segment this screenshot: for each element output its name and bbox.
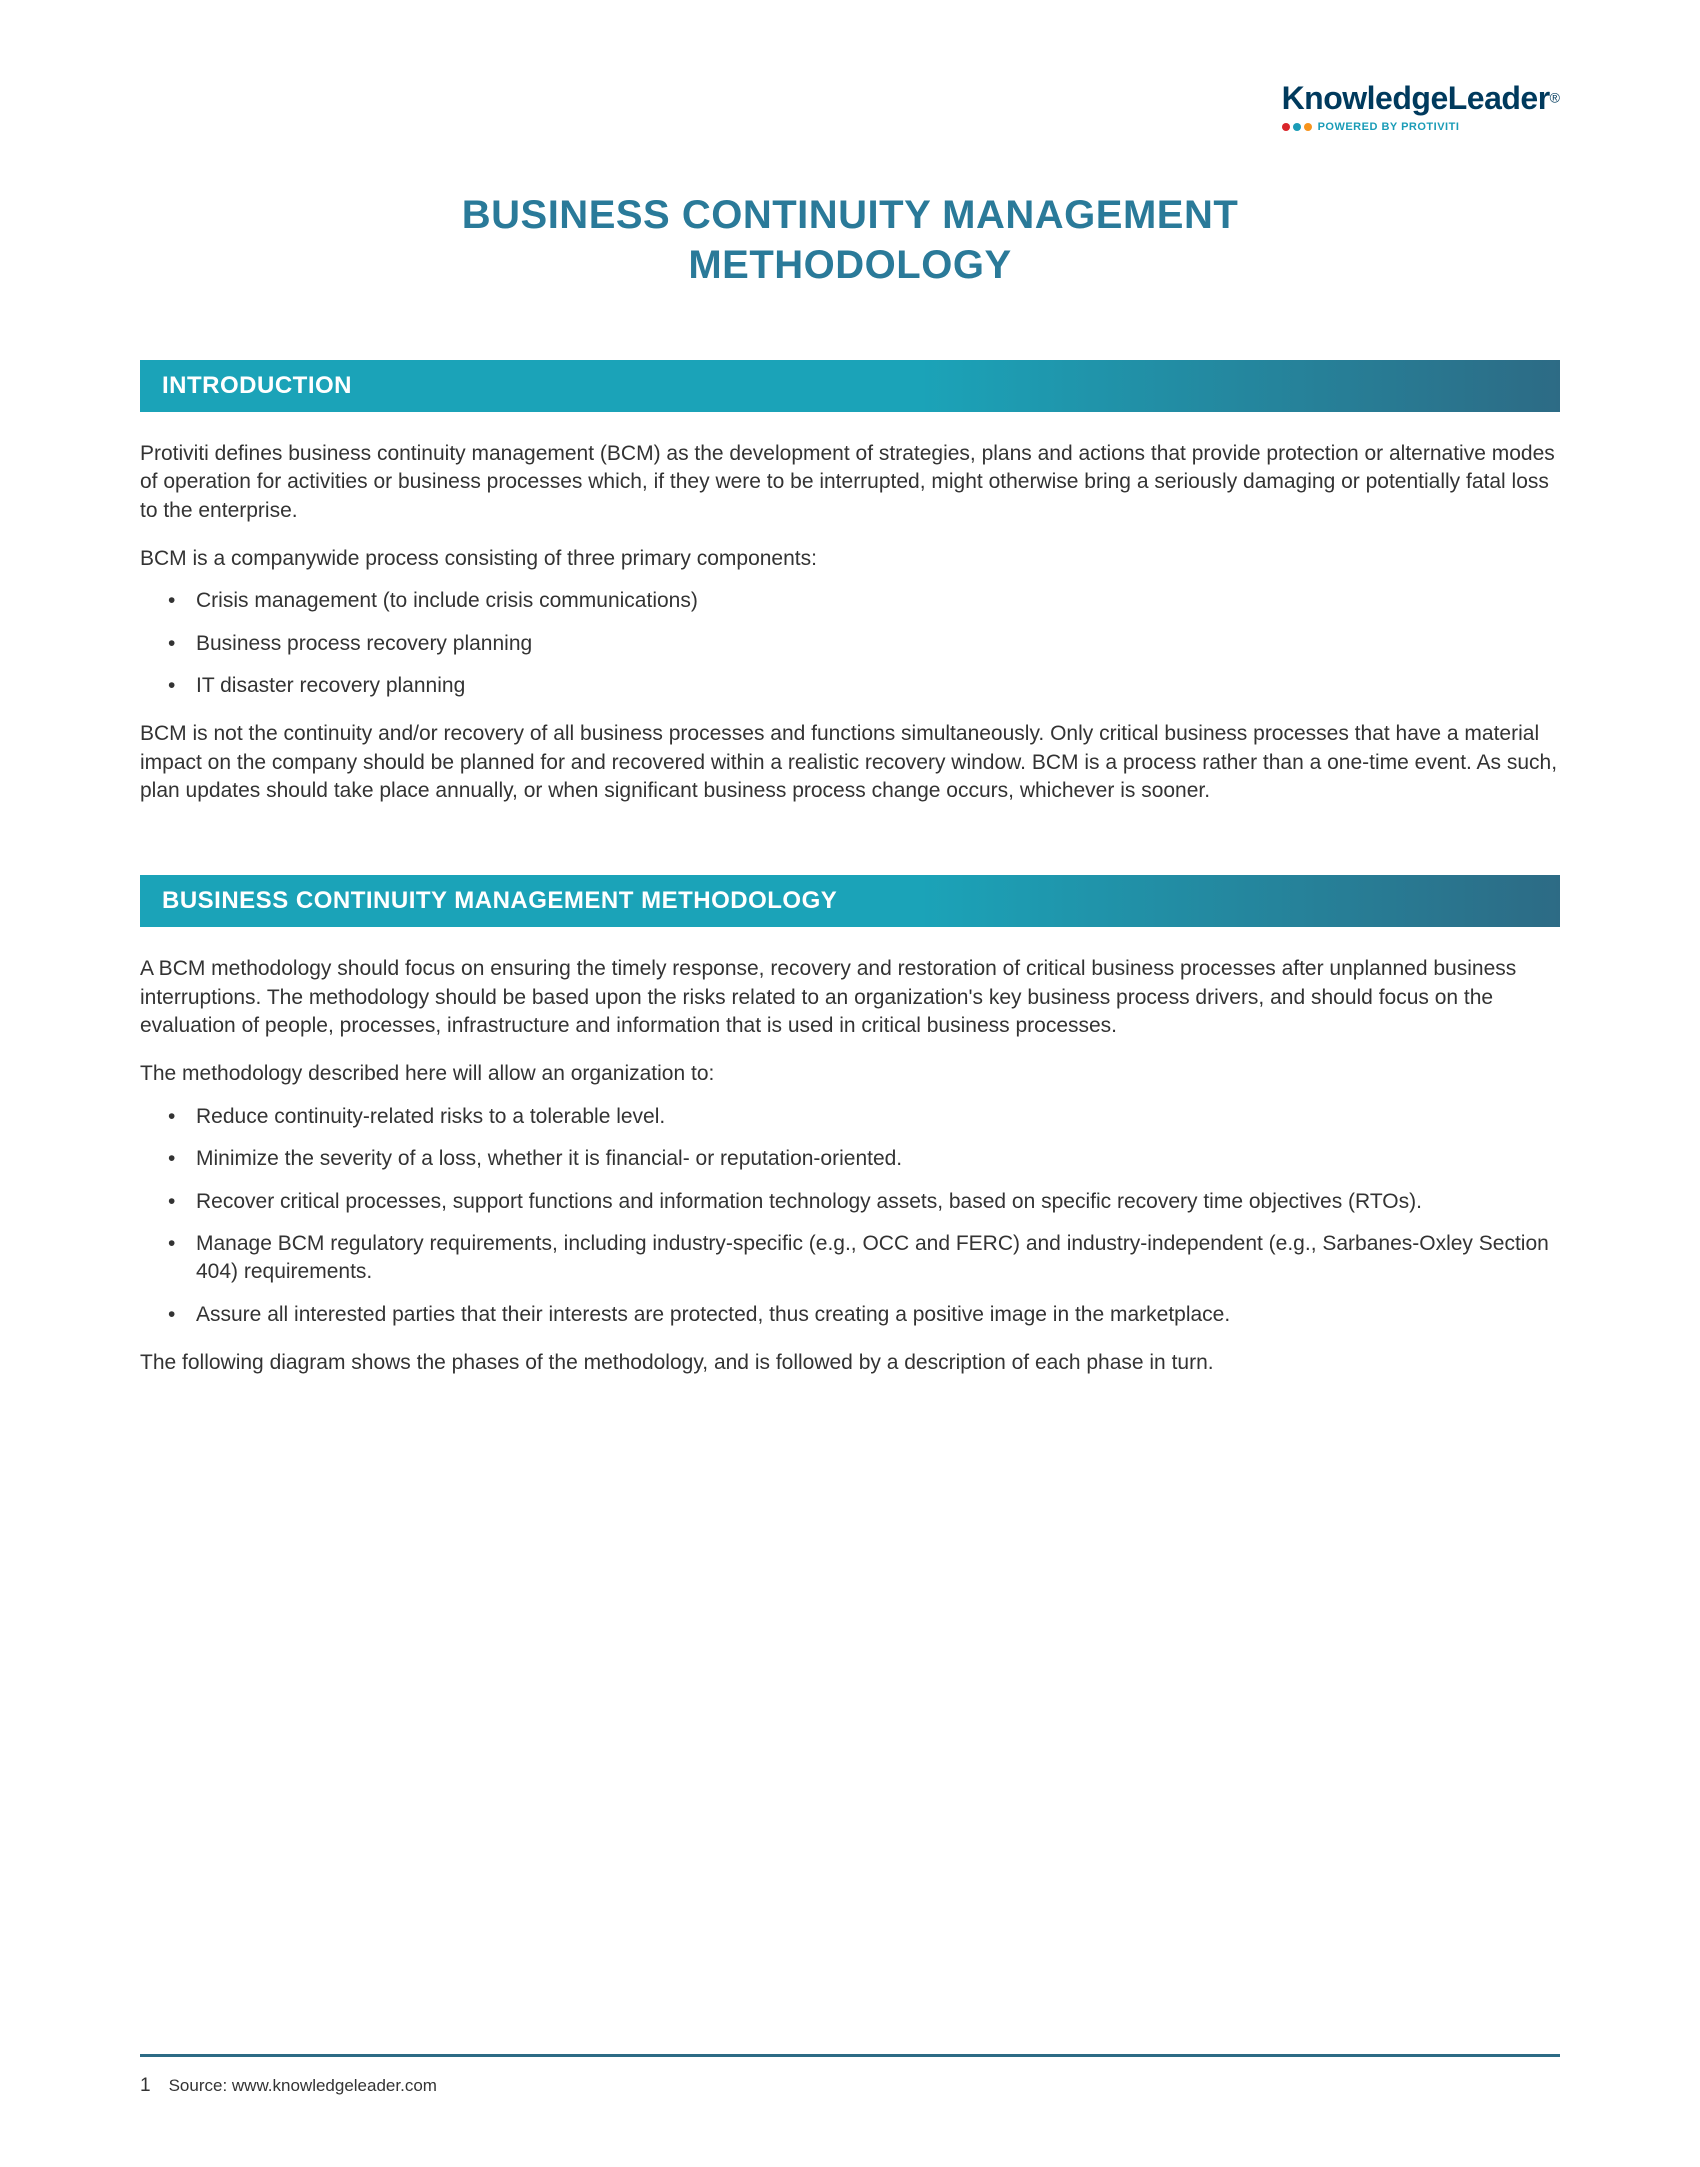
- brand-dots-icon: [1282, 123, 1312, 131]
- section-heading-introduction: INTRODUCTION: [140, 360, 1560, 412]
- methodology-bullet-list: Reduce continuity-related risks to a tol…: [168, 1103, 1560, 1329]
- list-item: Recover critical processes, support func…: [168, 1188, 1560, 1216]
- list-item: Business process recovery planning: [168, 630, 1560, 658]
- intro-paragraph-3: BCM is not the continuity and/or recover…: [140, 720, 1560, 805]
- brand-logo: KnowledgeLeader® POWERED BY PROTIVITI: [1282, 80, 1560, 133]
- list-item: Minimize the severity of a loss, whether…: [168, 1145, 1560, 1173]
- list-item: Reduce continuity-related risks to a tol…: [168, 1103, 1560, 1131]
- methodology-paragraph-1: A BCM methodology should focus on ensuri…: [140, 955, 1560, 1040]
- list-item: IT disaster recovery planning: [168, 672, 1560, 700]
- title-line-2: METHODOLOGY: [688, 243, 1011, 287]
- brand-trademark: ®: [1550, 90, 1560, 106]
- intro-paragraph-2: BCM is a companywide process consisting …: [140, 545, 1560, 573]
- dot-icon: [1293, 123, 1301, 131]
- footer-divider: [140, 2054, 1560, 2057]
- dot-icon: [1282, 123, 1290, 131]
- methodology-paragraph-2: The methodology described here will allo…: [140, 1060, 1560, 1088]
- title-line-1: BUSINESS CONTINUITY MANAGEMENT: [462, 193, 1239, 237]
- intro-bullet-list: Crisis management (to include crisis com…: [168, 587, 1560, 700]
- intro-paragraph-1: Protiviti defines business continuity ma…: [140, 440, 1560, 525]
- brand-tagline: POWERED BY PROTIVITI: [1318, 121, 1460, 133]
- list-item: Crisis management (to include crisis com…: [168, 587, 1560, 615]
- page-title: BUSINESS CONTINUITY MANAGEMENT METHODOLO…: [140, 190, 1560, 290]
- list-item: Manage BCM regulatory requirements, incl…: [168, 1230, 1560, 1287]
- section-heading-methodology: BUSINESS CONTINUITY MANAGEMENT METHODOLO…: [140, 875, 1560, 927]
- methodology-paragraph-3: The following diagram shows the phases o…: [140, 1349, 1560, 1377]
- page-number: 1: [140, 2075, 151, 2097]
- page-footer: 1 Source: www.knowledgeleader.com: [140, 2075, 437, 2097]
- brand-name: KnowledgeLeader: [1282, 80, 1550, 116]
- list-item: Assure all interested parties that their…: [168, 1301, 1560, 1329]
- footer-source: Source: www.knowledgeleader.com: [169, 2076, 437, 2096]
- dot-icon: [1304, 123, 1312, 131]
